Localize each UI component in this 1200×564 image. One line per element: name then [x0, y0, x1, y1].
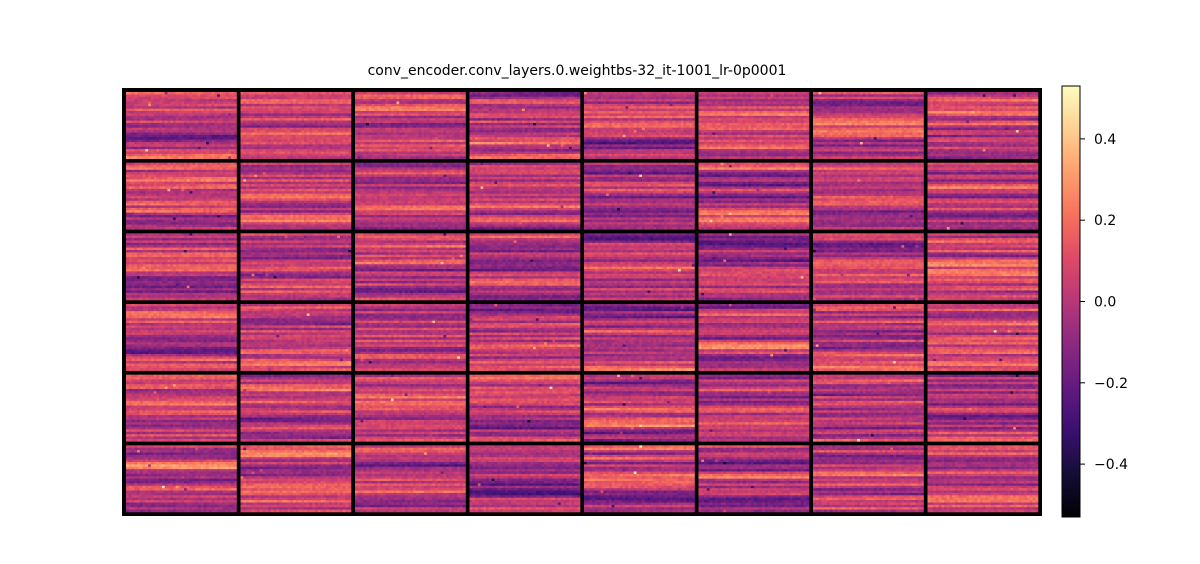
weight-tile-r1-c6: [813, 163, 924, 230]
weight-tile-r2-c6: [813, 233, 924, 300]
colorbar-tick-label: 0.4: [1094, 132, 1116, 148]
colorbar: 0.4 0.2 0.0 −0.2 −0.4: [1062, 86, 1128, 517]
weight-tile-r1-c4: [584, 163, 695, 230]
weight-tile-r3-c1: [241, 304, 352, 371]
weight-tile-r5-c6: [813, 445, 924, 512]
weight-tile-r0-c1: [241, 92, 352, 159]
colorbar-ticks: 0.4 0.2 0.0 −0.2 −0.4: [1080, 132, 1128, 473]
colorbar-gradient-bar: [1062, 86, 1080, 517]
weight-tile-r5-c0: [126, 445, 237, 512]
weight-tile-r3-c6: [813, 304, 924, 371]
weight-tile-r4-c4: [584, 375, 695, 442]
colorbar-tick-label: −0.4: [1094, 457, 1128, 473]
weight-tile-r4-c2: [355, 375, 466, 442]
weight-tile-r3-c0: [126, 304, 237, 371]
colorbar-tick-label: 0.0: [1094, 295, 1116, 311]
weight-tile-r3-c3: [470, 304, 581, 371]
weight-tile-r4-c5: [699, 375, 810, 442]
weight-tile-r5-c3: [470, 445, 581, 512]
weight-tile-r4-c0: [126, 375, 237, 442]
weight-tile-r1-c1: [241, 163, 352, 230]
weight-tile-r1-c2: [355, 163, 466, 230]
weight-tile-r4-c3: [470, 375, 581, 442]
weight-tile-r5-c1: [241, 445, 352, 512]
colorbar-tick-label: −0.2: [1094, 376, 1128, 392]
weight-tile-r2-c4: [584, 233, 695, 300]
weight-tile-r4-c6: [813, 375, 924, 442]
weight-tile-r5-c5: [699, 445, 810, 512]
weight-tile-r0-c6: [813, 92, 924, 159]
weight-tile-r2-c2: [355, 233, 466, 300]
weight-tile-r2-c1: [241, 233, 352, 300]
weight-tile-r1-c3: [470, 163, 581, 230]
weight-tile-r3-c4: [584, 304, 695, 371]
weight-tile-r3-c2: [355, 304, 466, 371]
weight-tile-r1-c5: [699, 163, 810, 230]
weight-tile-r2-c5: [699, 233, 810, 300]
weight-tile-r0-c5: [699, 92, 810, 159]
weight-tile-r4-c1: [241, 375, 352, 442]
weight-tile-r0-c3: [470, 92, 581, 159]
weight-tile-r5-c7: [928, 445, 1039, 512]
weight-tile-r0-c2: [355, 92, 466, 159]
weight-tile-r2-c3: [470, 233, 581, 300]
chart-title: conv_encoder.conv_layers.0.weightbs-32_i…: [368, 63, 787, 79]
weight-tile-r4-c7: [928, 375, 1039, 442]
weight-tile-r0-c4: [584, 92, 695, 159]
weight-tile-r2-c0: [126, 233, 237, 300]
weight-tile-r0-c0: [126, 92, 237, 159]
weight-tile-r5-c2: [355, 445, 466, 512]
weight-tile-r5-c4: [584, 445, 695, 512]
colorbar-tick-label: 0.2: [1094, 213, 1116, 229]
weight-tile-r1-c0: [126, 163, 237, 230]
weight-tile-r0-c7: [928, 92, 1039, 159]
weight-tile-r1-c7: [928, 163, 1039, 230]
weight-tile-r3-c5: [699, 304, 810, 371]
weight-tile-r2-c7: [928, 233, 1039, 300]
weight-tile-r3-c7: [928, 304, 1039, 371]
